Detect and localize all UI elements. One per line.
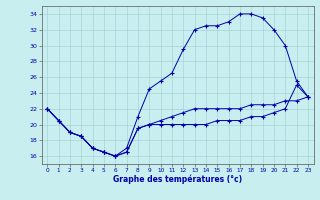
X-axis label: Graphe des températures (°c): Graphe des températures (°c): [113, 175, 242, 184]
